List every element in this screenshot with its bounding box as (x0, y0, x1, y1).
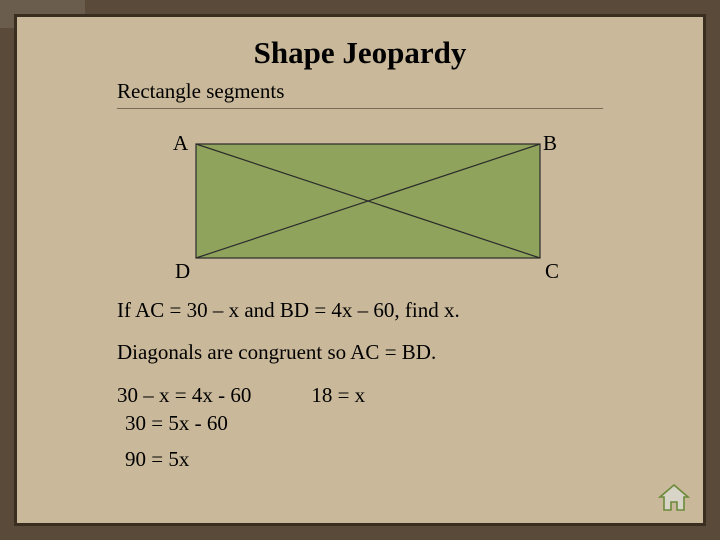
slide-frame: Shape Jeopardy Rectangle segments A B E … (14, 14, 706, 526)
hint-text: Diagonals are congruent so AC = BD. (117, 338, 703, 366)
equation-solution: 18 = x (311, 381, 365, 474)
problem-text: If AC = 30 – x and BD = 4x – 60, find x. (117, 296, 703, 324)
rectangle-svg (195, 143, 541, 259)
equation-step2: 30 = 5x - 60 (125, 409, 251, 437)
equation-steps: 30 – x = 4x - 60 30 = 5x - 60 90 = 5x (117, 381, 251, 474)
vertex-label-C: C (545, 259, 559, 284)
vertex-label-D: D (175, 259, 190, 284)
home-icon-shape (660, 485, 688, 510)
vertex-label-B: B (543, 131, 557, 156)
equation-step3: 90 = 5x (125, 445, 251, 473)
equation-step1: 30 – x = 4x - 60 (117, 381, 251, 409)
divider (117, 108, 603, 109)
page-title: Shape Jeopardy (17, 35, 703, 71)
equation-row: 30 – x = 4x - 60 30 = 5x - 60 90 = 5x 18… (117, 381, 703, 474)
rectangle-diagram: A B E D C (17, 131, 703, 286)
vertex-label-A: A (173, 131, 188, 156)
content-text: If AC = 30 – x and BD = 4x – 60, find x.… (117, 296, 703, 474)
home-icon[interactable] (657, 483, 691, 513)
subtitle: Rectangle segments (117, 79, 703, 104)
